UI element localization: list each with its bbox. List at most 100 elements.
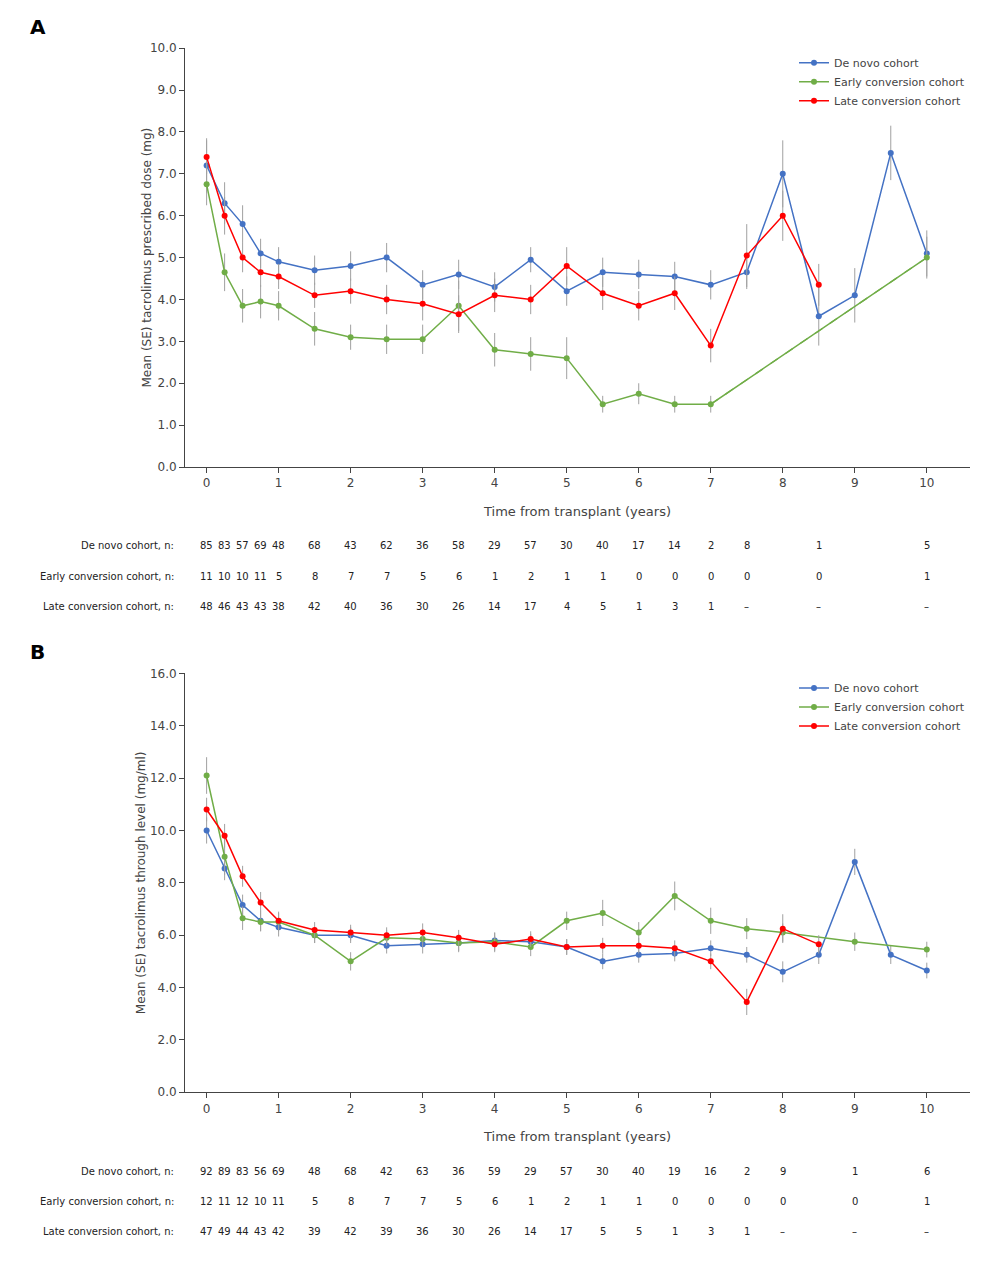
svg-text:Time from transplant (years): Time from transplant (years) bbox=[483, 1129, 671, 1144]
svg-text:92: 92 bbox=[200, 1166, 213, 1177]
svg-text:12.0: 12.0 bbox=[150, 771, 177, 785]
svg-text:Time from transplant (years): Time from transplant (years) bbox=[483, 504, 671, 519]
svg-text:0: 0 bbox=[708, 1196, 714, 1207]
svg-text:43: 43 bbox=[254, 1226, 267, 1237]
svg-text:7: 7 bbox=[384, 1196, 390, 1207]
svg-text:2.0: 2.0 bbox=[158, 376, 177, 390]
svg-text:12: 12 bbox=[236, 1196, 249, 1207]
svg-text:16.0: 16.0 bbox=[150, 667, 177, 681]
svg-text:De novo cohort, n:: De novo cohort, n: bbox=[81, 540, 174, 551]
svg-text:10: 10 bbox=[236, 571, 249, 582]
svg-text:0.0: 0.0 bbox=[158, 1085, 177, 1099]
svg-text:10.0: 10.0 bbox=[150, 824, 177, 838]
svg-text:83: 83 bbox=[236, 1166, 249, 1177]
svg-text:29: 29 bbox=[488, 540, 501, 551]
svg-text:43: 43 bbox=[236, 601, 249, 612]
svg-text:–: – bbox=[924, 601, 929, 612]
svg-text:11: 11 bbox=[200, 571, 213, 582]
svg-text:39: 39 bbox=[380, 1226, 393, 1237]
svg-text:46: 46 bbox=[218, 601, 231, 612]
svg-text:8: 8 bbox=[744, 540, 750, 551]
svg-text:6: 6 bbox=[635, 476, 643, 490]
svg-text:0.0: 0.0 bbox=[158, 460, 177, 474]
svg-text:9: 9 bbox=[851, 1102, 859, 1116]
svg-text:30: 30 bbox=[560, 540, 573, 551]
svg-text:68: 68 bbox=[308, 540, 321, 551]
svg-text:2: 2 bbox=[744, 1166, 750, 1177]
svg-text:19: 19 bbox=[668, 1166, 681, 1177]
svg-text:30: 30 bbox=[416, 601, 429, 612]
svg-text:4.0: 4.0 bbox=[158, 293, 177, 307]
svg-text:17: 17 bbox=[632, 540, 645, 551]
svg-text:14: 14 bbox=[488, 601, 501, 612]
svg-text:36: 36 bbox=[452, 1166, 465, 1177]
svg-text:29: 29 bbox=[524, 1166, 537, 1177]
svg-text:5: 5 bbox=[456, 1196, 462, 1207]
svg-text:42: 42 bbox=[380, 1166, 393, 1177]
svg-text:39: 39 bbox=[308, 1226, 321, 1237]
svg-text:62: 62 bbox=[380, 540, 393, 551]
svg-text:Early conversion cohort, n:: Early conversion cohort, n: bbox=[40, 571, 174, 582]
svg-text:De novo cohort: De novo cohort bbox=[834, 57, 919, 70]
svg-text:Early conversion cohort: Early conversion cohort bbox=[834, 76, 965, 89]
svg-text:Early conversion cohort: Early conversion cohort bbox=[834, 701, 965, 714]
svg-text:11: 11 bbox=[272, 1196, 285, 1207]
svg-text:69: 69 bbox=[254, 540, 267, 551]
svg-text:Late conversion cohort, n:: Late conversion cohort, n: bbox=[43, 1226, 174, 1237]
svg-text:58: 58 bbox=[452, 540, 465, 551]
svg-text:4: 4 bbox=[491, 1102, 499, 1116]
svg-text:47: 47 bbox=[200, 1226, 213, 1237]
svg-text:40: 40 bbox=[596, 540, 609, 551]
svg-text:57: 57 bbox=[560, 1166, 573, 1177]
svg-text:1: 1 bbox=[636, 1196, 642, 1207]
svg-text:83: 83 bbox=[218, 540, 231, 551]
svg-text:7: 7 bbox=[420, 1196, 426, 1207]
svg-text:De novo cohort: De novo cohort bbox=[834, 682, 919, 695]
svg-text:5: 5 bbox=[563, 1102, 571, 1116]
svg-text:40: 40 bbox=[632, 1166, 645, 1177]
svg-text:6.0: 6.0 bbox=[158, 209, 177, 223]
svg-text:6: 6 bbox=[492, 1196, 498, 1207]
svg-text:43: 43 bbox=[344, 540, 357, 551]
svg-text:–: – bbox=[816, 601, 821, 612]
svg-text:5: 5 bbox=[600, 1226, 606, 1237]
svg-text:3: 3 bbox=[672, 601, 678, 612]
svg-text:17: 17 bbox=[560, 1226, 573, 1237]
svg-text:42: 42 bbox=[272, 1226, 285, 1237]
svg-text:1.0: 1.0 bbox=[158, 418, 177, 432]
svg-text:26: 26 bbox=[452, 601, 465, 612]
svg-text:0: 0 bbox=[203, 1102, 211, 1116]
svg-text:1: 1 bbox=[744, 1226, 750, 1237]
svg-text:69: 69 bbox=[272, 1166, 285, 1177]
svg-text:1: 1 bbox=[528, 1196, 534, 1207]
svg-text:5: 5 bbox=[636, 1226, 642, 1237]
svg-text:2: 2 bbox=[708, 540, 714, 551]
svg-text:8: 8 bbox=[348, 1196, 354, 1207]
svg-text:10: 10 bbox=[919, 476, 934, 490]
svg-text:9.0: 9.0 bbox=[158, 83, 177, 97]
svg-text:5: 5 bbox=[276, 571, 282, 582]
svg-text:10: 10 bbox=[254, 1196, 267, 1207]
svg-text:A: A bbox=[30, 15, 46, 39]
svg-text:0: 0 bbox=[852, 1196, 858, 1207]
svg-text:Mean (SE) tacrolimus through l: Mean (SE) tacrolimus through level (mg/m… bbox=[134, 752, 148, 1015]
svg-text:1: 1 bbox=[600, 571, 606, 582]
svg-text:6: 6 bbox=[635, 1102, 643, 1116]
svg-text:1: 1 bbox=[708, 601, 714, 612]
svg-text:14: 14 bbox=[524, 1226, 537, 1237]
svg-text:0: 0 bbox=[816, 571, 822, 582]
svg-text:12: 12 bbox=[200, 1196, 213, 1207]
svg-text:–: – bbox=[852, 1226, 857, 1237]
svg-text:26: 26 bbox=[488, 1226, 501, 1237]
svg-text:8.0: 8.0 bbox=[158, 876, 177, 890]
svg-text:1: 1 bbox=[275, 1102, 283, 1116]
svg-text:1: 1 bbox=[852, 1166, 858, 1177]
svg-text:4.0: 4.0 bbox=[158, 981, 177, 995]
svg-text:68: 68 bbox=[344, 1166, 357, 1177]
svg-text:56: 56 bbox=[254, 1166, 267, 1177]
svg-text:De novo cohort, n:: De novo cohort, n: bbox=[81, 1166, 174, 1177]
svg-text:38: 38 bbox=[272, 601, 285, 612]
svg-text:5: 5 bbox=[420, 571, 426, 582]
svg-text:17: 17 bbox=[524, 601, 537, 612]
svg-text:2: 2 bbox=[347, 1102, 355, 1116]
